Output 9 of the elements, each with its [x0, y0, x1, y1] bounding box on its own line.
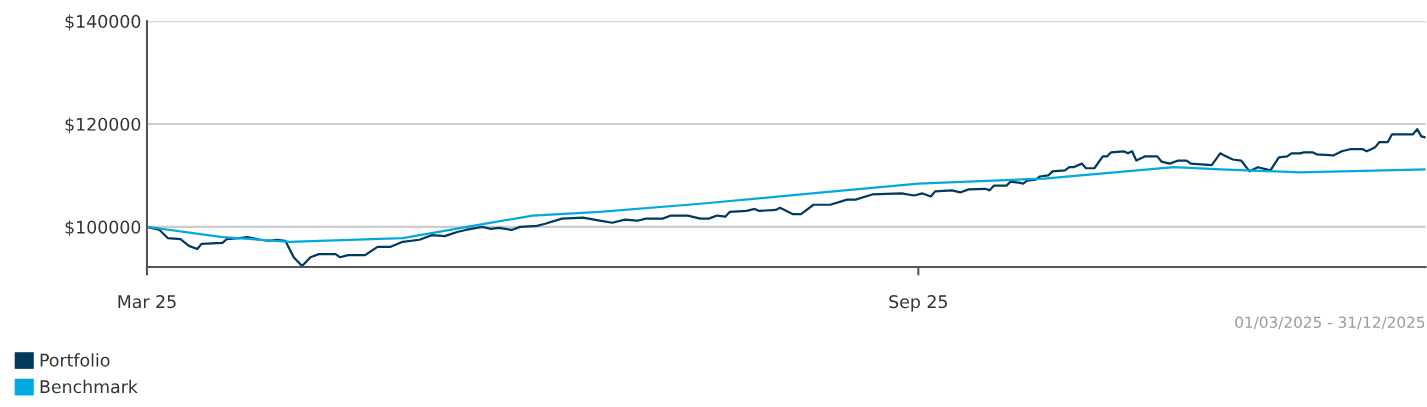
line-series [146, 166, 1426, 243]
legend-label: Benchmark [40, 379, 138, 394]
legend-label: Portfolio [40, 353, 110, 367]
y-tick-label: $140000 [65, 14, 141, 31]
y-tick-label: $120000 [65, 117, 141, 134]
x-tick-label: Sep 25 [889, 295, 947, 312]
x-tick-label: Mar 25 [118, 295, 176, 309]
text: 01/03/2025 - 31/12/2025 [1235, 316, 1425, 330]
y-tick-label: $100000 [65, 220, 141, 237]
